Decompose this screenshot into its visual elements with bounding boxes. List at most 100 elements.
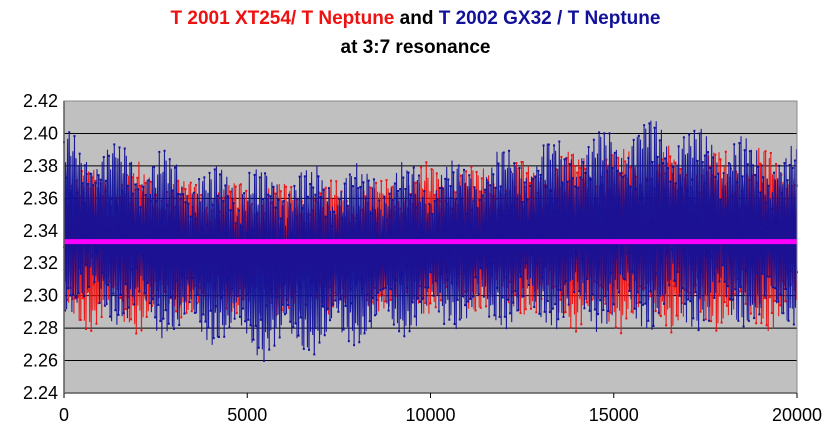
data-point <box>720 321 723 324</box>
data-point <box>482 295 485 298</box>
data-point <box>544 186 547 189</box>
data-point <box>164 309 167 312</box>
data-point <box>719 158 722 161</box>
data-point <box>607 310 610 313</box>
data-point <box>72 293 75 296</box>
data-point <box>76 191 79 194</box>
data-point <box>410 248 413 251</box>
data-point <box>541 276 544 279</box>
data-point <box>209 309 212 312</box>
data-point <box>407 171 410 174</box>
data-point <box>709 167 712 170</box>
data-point <box>656 155 659 158</box>
data-point <box>733 143 736 146</box>
data-point <box>345 248 348 251</box>
y-tick-label: 2.36 <box>23 188 58 208</box>
data-point <box>595 207 598 210</box>
data-point <box>493 314 496 317</box>
data-point <box>784 287 787 290</box>
data-point <box>402 176 405 179</box>
data-point <box>450 251 453 254</box>
data-point <box>352 185 355 188</box>
data-point <box>83 164 86 167</box>
data-point <box>393 182 396 185</box>
data-point <box>675 220 678 223</box>
data-point <box>506 298 509 301</box>
data-point <box>744 302 747 305</box>
data-point <box>766 275 769 278</box>
data-point <box>574 164 577 167</box>
data-point <box>310 294 313 297</box>
data-point <box>389 298 392 301</box>
data-point <box>246 237 249 240</box>
data-point <box>282 200 285 203</box>
data-point <box>734 288 737 291</box>
data-point <box>295 245 298 248</box>
data-point <box>638 301 641 304</box>
data-point <box>286 256 289 259</box>
data-point <box>255 247 258 250</box>
data-point <box>103 304 106 307</box>
data-point <box>648 122 651 125</box>
data-point <box>267 193 270 196</box>
data-point <box>358 341 361 344</box>
data-point <box>790 255 793 258</box>
data-point <box>591 293 594 296</box>
x-axis-tick-labels: 0 5000 10000 15000 20000 <box>59 393 822 425</box>
data-point <box>425 161 428 164</box>
data-point <box>610 232 613 235</box>
data-point <box>633 307 636 310</box>
data-point <box>585 228 588 231</box>
data-point <box>524 308 527 311</box>
data-point <box>374 314 377 317</box>
data-point <box>427 286 430 289</box>
data-point <box>487 181 490 184</box>
data-point <box>325 253 328 256</box>
data-point <box>390 247 393 250</box>
data-point <box>302 347 305 350</box>
data-point <box>314 193 317 196</box>
y-tick-label: 2.34 <box>23 221 58 241</box>
data-point <box>724 150 727 153</box>
data-point <box>569 326 572 329</box>
data-point <box>614 255 617 258</box>
data-point <box>94 182 97 185</box>
data-point <box>761 272 764 275</box>
data-point <box>289 320 292 323</box>
data-point <box>291 234 294 237</box>
data-point <box>383 195 386 198</box>
data-point <box>760 231 763 234</box>
data-point <box>765 324 768 327</box>
data-point <box>511 204 514 207</box>
data-point <box>759 162 762 165</box>
data-point <box>100 316 103 319</box>
data-point <box>384 300 387 303</box>
data-point <box>491 273 494 276</box>
data-point <box>542 144 545 147</box>
data-point <box>166 204 169 207</box>
data-point <box>91 233 94 236</box>
data-point <box>398 330 401 333</box>
data-point <box>220 296 223 299</box>
data-point <box>140 249 143 252</box>
data-point <box>456 298 459 301</box>
data-point <box>597 313 600 316</box>
data-point <box>520 230 523 233</box>
data-point <box>214 305 217 308</box>
data-point <box>193 311 196 314</box>
data-point <box>695 220 698 223</box>
data-point <box>95 322 98 325</box>
data-point <box>353 344 356 347</box>
data-point <box>288 193 291 196</box>
data-point <box>725 220 728 223</box>
data-point <box>434 306 437 309</box>
data-point <box>203 176 206 179</box>
data-point <box>547 143 550 146</box>
data-point <box>534 176 537 179</box>
data-point <box>535 244 538 247</box>
data-point <box>142 185 145 188</box>
data-point <box>788 163 791 166</box>
data-point <box>211 203 214 206</box>
data-point <box>673 284 676 287</box>
data-point <box>168 158 171 161</box>
